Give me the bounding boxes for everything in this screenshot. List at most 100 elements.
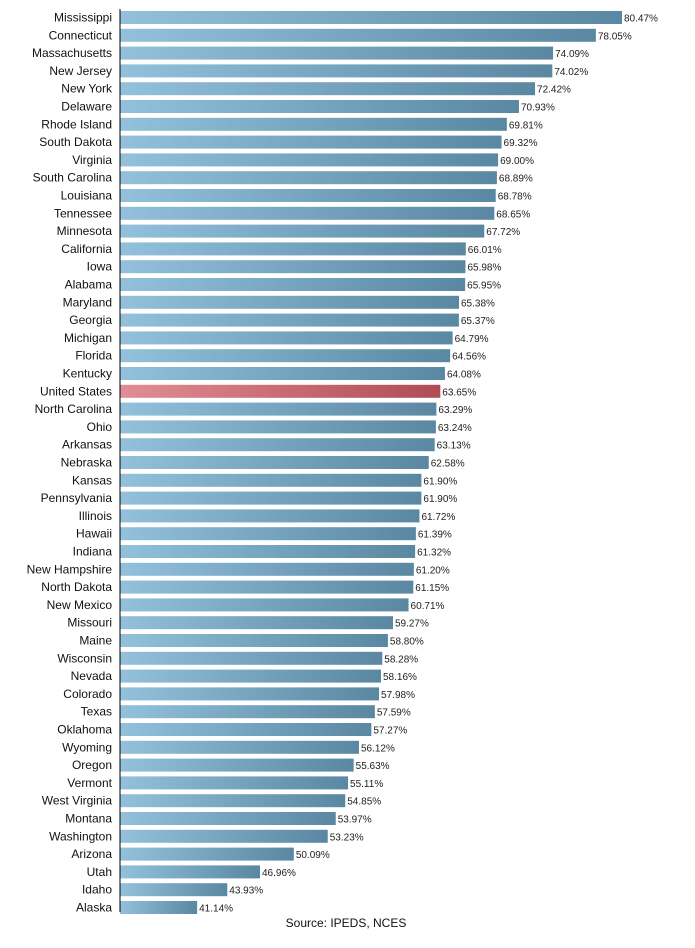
bar <box>120 829 328 843</box>
category-label: Wyoming <box>62 740 112 754</box>
category-label: Wisconsin <box>57 651 112 665</box>
value-label: 53.97% <box>338 815 372 826</box>
value-label: 57.98% <box>381 690 415 701</box>
bar <box>120 46 554 60</box>
value-label: 61.90% <box>423 494 457 505</box>
value-label: 68.78% <box>498 192 532 203</box>
value-label: 46.96% <box>262 868 296 879</box>
value-label: 60.71% <box>411 601 445 612</box>
category-label: Alaska <box>76 901 112 915</box>
value-label: 56.12% <box>361 743 395 754</box>
category-label: Indiana <box>73 545 113 559</box>
category-label: Louisiana <box>61 189 113 203</box>
bar <box>120 153 499 167</box>
category-label: Texas <box>81 705 112 719</box>
value-label: 54.85% <box>347 797 381 808</box>
bar <box>120 367 445 380</box>
category-label: Tennessee <box>54 206 112 220</box>
bar <box>120 901 198 914</box>
category-label: California <box>61 242 112 256</box>
value-label: 59.27% <box>395 619 429 630</box>
value-label: 64.56% <box>452 352 486 363</box>
bar <box>120 794 346 808</box>
value-label: 65.98% <box>467 263 501 274</box>
category-label: Vermont <box>67 776 112 790</box>
value-label: 64.79% <box>455 334 489 345</box>
bar <box>120 260 466 274</box>
bar <box>120 509 420 523</box>
value-label: 64.08% <box>447 370 481 381</box>
value-label: 65.38% <box>461 298 495 309</box>
value-label: 55.11% <box>350 779 383 790</box>
bar <box>120 242 466 256</box>
bar <box>120 776 349 790</box>
bar <box>120 883 228 897</box>
category-label: Rhode Island <box>41 117 112 131</box>
bar <box>120 723 372 736</box>
value-label: 61.39% <box>418 530 452 541</box>
category-label: Maine <box>79 634 112 648</box>
value-label: 58.28% <box>384 654 418 665</box>
bar <box>120 669 381 683</box>
value-label: 55.63% <box>356 761 390 772</box>
value-label: 43.93% <box>229 886 263 897</box>
bar <box>120 420 436 434</box>
value-label: 70.93% <box>521 103 555 114</box>
value-label: 50.09% <box>296 850 330 861</box>
bar <box>120 313 459 327</box>
bars-group: Mississippi 80.47% Connecticut 78.05% Massac… <box>27 11 658 915</box>
category-label: New Hampshire <box>27 562 113 576</box>
value-label: 68.89% <box>499 174 533 185</box>
bar <box>120 189 496 202</box>
bar <box>120 687 380 701</box>
bar <box>120 705 375 719</box>
value-label: 72.42% <box>537 85 571 96</box>
bar <box>120 206 495 220</box>
bar <box>120 545 416 558</box>
category-label: Georgia <box>69 313 112 327</box>
bar <box>120 117 507 131</box>
category-label: Idaho <box>82 883 112 897</box>
category-label: Washington <box>49 829 112 843</box>
category-label: Connecticut <box>49 28 113 42</box>
category-label: Minnesota <box>57 224 113 238</box>
category-label: Iowa <box>87 260 113 274</box>
category-label: Virginia <box>72 153 112 167</box>
value-label: 41.14% <box>199 904 233 915</box>
bar <box>120 349 451 363</box>
bar <box>120 331 453 345</box>
value-label: 61.20% <box>416 565 450 576</box>
category-label: South Dakota <box>39 135 112 149</box>
bar <box>120 473 422 487</box>
bar <box>120 527 416 541</box>
bar <box>120 438 435 452</box>
category-label: Pennsylvania <box>41 491 113 505</box>
bar-highlight <box>120 384 441 398</box>
category-label: Colorado <box>63 687 112 701</box>
value-label: 57.27% <box>373 726 407 737</box>
value-label: 63.24% <box>438 423 472 434</box>
category-label: Mississippi <box>54 11 112 25</box>
value-label: 61.15% <box>415 583 449 594</box>
category-label: West Virginia <box>42 794 113 808</box>
category-label: New Mexico <box>47 598 113 612</box>
value-label: 58.80% <box>390 637 424 648</box>
value-label: 69.00% <box>500 156 534 167</box>
value-label: 74.09% <box>555 49 589 60</box>
bar <box>120 740 359 754</box>
value-label: 63.29% <box>438 405 472 416</box>
bar <box>120 295 459 309</box>
value-label: 57.59% <box>377 708 411 719</box>
category-label: New York <box>61 82 113 96</box>
category-label: Massachusetts <box>32 46 112 60</box>
category-label: United States <box>40 384 112 398</box>
category-label: Delaware <box>61 100 112 114</box>
category-label: Ohio <box>87 420 113 434</box>
bar <box>120 491 422 505</box>
category-label: North Dakota <box>41 580 112 594</box>
bar <box>120 64 553 78</box>
category-label: Missouri <box>67 616 112 630</box>
value-label: 61.90% <box>423 476 457 487</box>
category-label: North Carolina <box>35 402 113 416</box>
category-label: Florida <box>75 349 112 363</box>
